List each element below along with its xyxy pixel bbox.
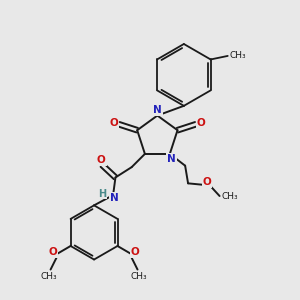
Text: O: O	[109, 118, 118, 128]
Text: O: O	[49, 247, 57, 257]
Text: O: O	[97, 155, 106, 165]
Text: CH₃: CH₃	[222, 191, 238, 200]
Text: N: N	[110, 193, 119, 203]
Text: O: O	[202, 177, 211, 187]
Text: H: H	[98, 189, 106, 199]
Text: CH₃: CH₃	[230, 51, 246, 60]
Text: CH₃: CH₃	[131, 272, 147, 281]
Text: N: N	[153, 105, 162, 115]
Text: O: O	[197, 118, 206, 128]
Text: N: N	[167, 154, 176, 164]
Text: CH₃: CH₃	[41, 272, 57, 281]
Text: O: O	[131, 247, 140, 257]
